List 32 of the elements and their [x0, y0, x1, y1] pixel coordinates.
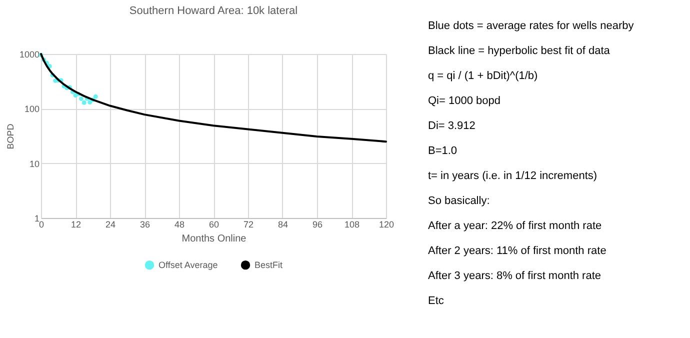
legend-label: Offset Average — [158, 260, 218, 270]
y-tick-label: 10 — [29, 158, 40, 169]
x-tick-label: 96 — [312, 220, 323, 230]
text: t= in years (i.e. in 1/12 increments) — [428, 170, 598, 182]
text: After 3 years: 8% of first month rate — [428, 270, 602, 282]
x-tick-label: 84 — [278, 220, 288, 230]
text: Qi= 1000 bopd — [428, 95, 500, 107]
x-tick-label: 36 — [140, 220, 150, 230]
text: q = qi / (1 + bDit)^(1/b) — [428, 70, 538, 82]
x-tick-label: 120 — [378, 220, 394, 230]
y-tick-label: 1 — [34, 214, 40, 224]
text: Blue dots = average rates for wells nearby — [428, 20, 634, 32]
text: So basically: — [428, 195, 490, 207]
y-tick-label: 100 — [24, 104, 40, 114]
x-tick-label: 108 — [344, 220, 360, 230]
x-tick-label: 24 — [105, 220, 116, 230]
x-tick-label: 0 — [38, 220, 44, 230]
x-tick-label: 12 — [70, 220, 82, 230]
text: Etc — [428, 295, 444, 307]
legend-label: BestFit — [254, 260, 284, 270]
chart-title: Southern Howard Area: 10k lateral — [129, 5, 298, 17]
text: After 2 years: 11% of first month rate — [428, 245, 606, 257]
x-tick-label: 72 — [243, 220, 254, 230]
text: Di= 3.912 — [428, 120, 476, 132]
text: After a year: 22% of first month rate — [428, 220, 602, 232]
y-tick-label: 1000 — [19, 50, 40, 60]
x-axis-title: Months Online — [182, 234, 247, 244]
x-tick-label: 48 — [174, 220, 185, 230]
x-tick-label: 60 — [208, 220, 220, 230]
text: Black line = hyperbolic best fit of data — [428, 45, 611, 57]
text: B=1.0 — [428, 145, 458, 157]
y-axis-title: BOPD — [5, 123, 16, 150]
